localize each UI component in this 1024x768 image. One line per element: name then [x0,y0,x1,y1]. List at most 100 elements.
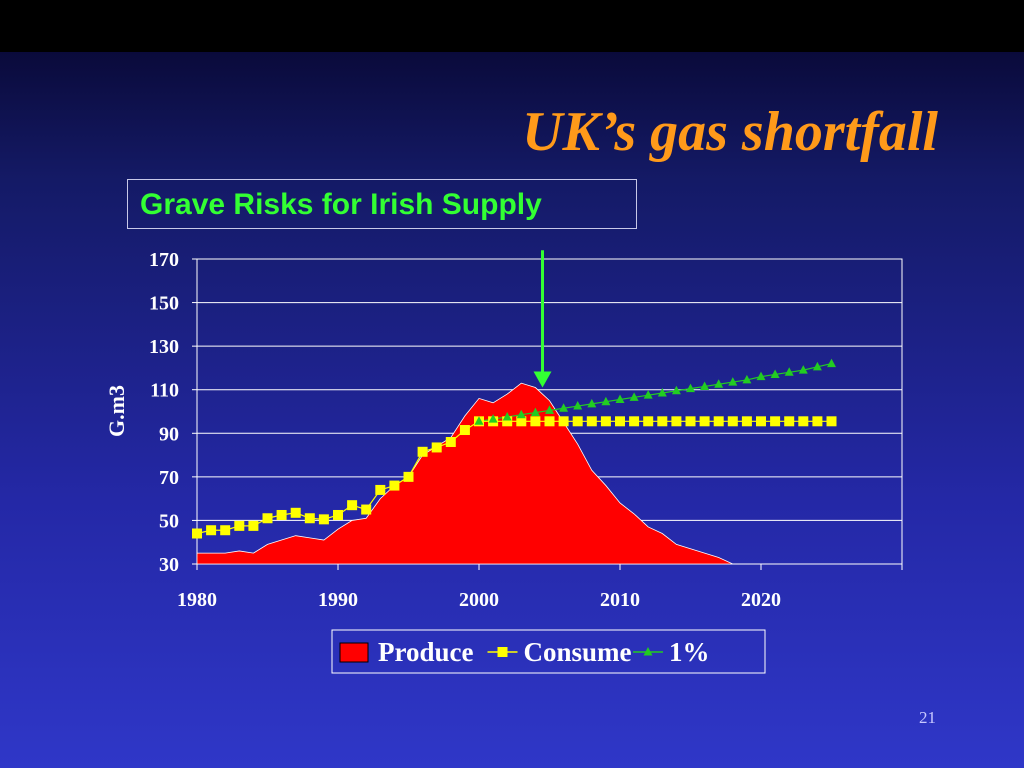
consume-point [290,507,301,518]
consume-point [234,520,245,531]
one-percent-point [502,411,512,421]
one-percent-point [601,396,611,406]
consume-point [544,416,555,427]
x-tick-label: 1990 [318,589,358,611]
consume-point [445,437,456,447]
consume-point [318,514,329,525]
consume-point [741,416,752,427]
one-percent-point [516,409,526,419]
legend-marker-one-percent [643,647,653,656]
consume-point [615,416,625,427]
produce-area [196,382,902,565]
consume-point [756,416,766,427]
one-percent-point [770,369,780,378]
chart-legend: Produce Consume 1% [331,629,766,674]
chart-tick-labels: 30 50 70 90 110 130 150 170 1980 1990 2000 2010 2020… [104,249,781,611]
x-tick-label: 2010 [600,589,640,611]
consume-point [347,500,358,511]
one-percent-point [587,398,597,408]
chart-annotation [533,250,552,388]
one-percent-point [488,414,498,423]
one-percent-point [700,381,710,390]
legend-marker-consume [497,647,508,657]
legend-label-0: Produce [378,637,474,667]
y-tick-label: 90 [159,423,179,445]
consume-point [248,520,259,531]
consume-point [502,416,513,427]
consume-point [431,442,442,453]
annotation-arrow-head [533,371,552,388]
one-percent-point [812,361,822,371]
legend-label-1: Consume [524,637,632,667]
consume-point [671,416,682,427]
consume-point [713,416,724,427]
consume-point [727,416,738,427]
one-percent-point [756,371,766,381]
one-percent-point [530,407,540,417]
consume-point [685,416,696,427]
one-percent-point [657,387,667,397]
consume-point [403,471,414,482]
one-percent-point [714,379,724,388]
y-tick-label: 150 [149,293,179,315]
consume-point [333,509,343,520]
consume-point [530,416,541,427]
consume-point [304,513,315,524]
one-percent-point [728,377,738,386]
consume-point [784,416,795,427]
legend-label-2: 1% [669,637,710,667]
y-axis-label: G.m3 [104,385,129,437]
consume-point [192,528,202,539]
one-percent-point [559,403,569,412]
y-tick-label: 70 [159,467,179,489]
one-percent-point [671,385,681,395]
one-percent-point [827,358,836,368]
slide-title: UK’s gas shortfall [522,101,938,163]
one-percent-point [686,383,695,393]
consume-point [516,416,527,427]
consume-point [375,484,386,495]
consume-point [643,416,654,427]
series-line-1 [196,420,832,535]
y-tick-label: 130 [149,336,179,358]
consume-point [206,525,217,536]
subtitle-box: Grave Risks for Irish Supply [127,179,637,229]
consume-point [558,416,569,427]
consume-point [459,425,470,436]
x-tick-label: 2000 [459,589,499,611]
consume-point [826,416,837,427]
chart-subtitle: Grave Risks for Irish Supply [140,188,542,221]
one-percent-point [615,394,625,404]
consume-point [770,416,781,427]
consume-point [389,480,400,491]
y-tick-label: 170 [149,249,179,271]
consume-point [361,504,372,515]
consume-point [417,446,428,457]
one-percent-point [742,374,752,384]
consume-point [812,416,823,427]
consume-point [572,416,583,427]
page-number: 21 [919,708,936,727]
chart-axes [192,258,903,570]
consume-point [600,416,611,427]
one-percent-point [643,390,653,399]
one-percent-point [784,367,794,376]
one-percent-point [573,401,583,410]
y-tick-label: 50 [159,510,179,532]
consume-point [220,525,231,536]
y-tick-label: 30 [159,554,179,576]
series-markers-layer [192,358,837,539]
consume-point [276,509,287,520]
top-band [0,0,1024,52]
one-percent-point [545,405,554,414]
consume-point [262,513,273,524]
one-percent-point [629,392,639,401]
consume-point [699,416,710,427]
x-tick-label: 2020 [741,589,781,611]
consume-point [798,416,809,427]
one-percent-point [798,365,808,374]
x-tick-label: 1980 [177,589,217,611]
legend-swatch-produce [339,642,369,663]
y-tick-label: 110 [150,380,179,402]
